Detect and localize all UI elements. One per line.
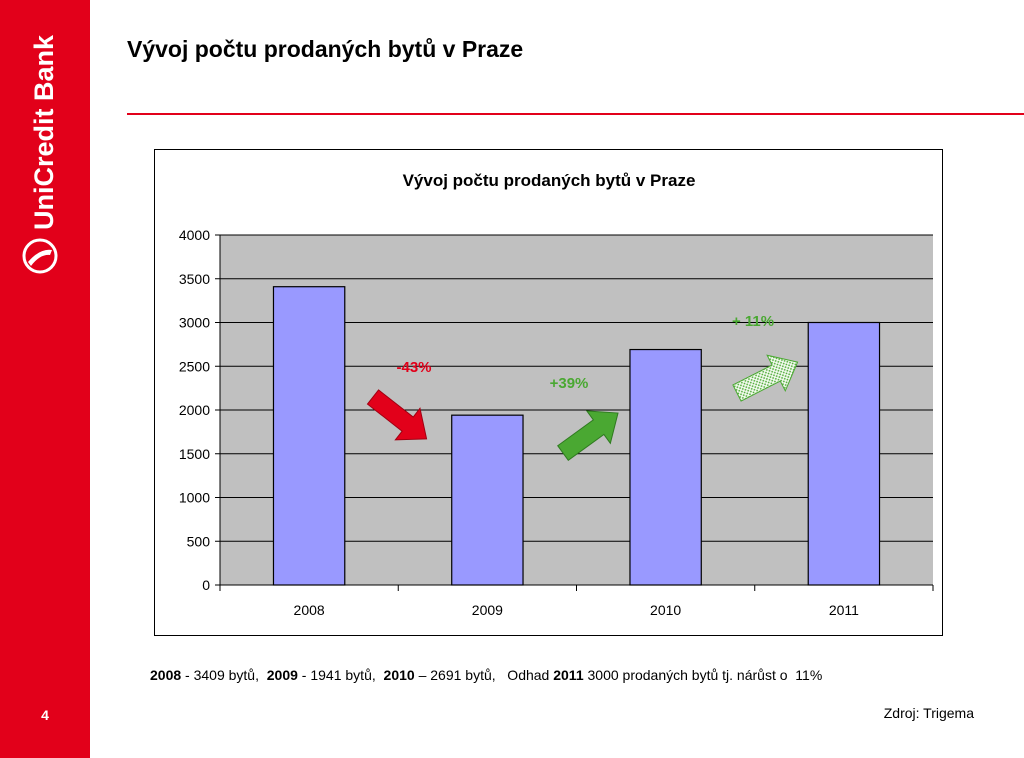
x-tick-label: 2010 bbox=[650, 602, 681, 618]
x-tick-label: 2008 bbox=[294, 602, 325, 618]
y-tick-label: 4000 bbox=[179, 227, 210, 243]
svg-text:UniCredit Bank: UniCredit Bank bbox=[29, 34, 59, 230]
summary-text-2009: - 1941 bytů, bbox=[297, 667, 384, 683]
summary-line: 2008 - 3409 bytů, 2009 - 1941 bytů, 2010… bbox=[150, 667, 822, 683]
summary-year-2008: 2008 bbox=[150, 667, 182, 683]
change-arrow-icon bbox=[366, 389, 428, 441]
x-tick-label: 2011 bbox=[829, 602, 859, 618]
y-tick-label: 0 bbox=[202, 577, 210, 593]
change-arrow-icon bbox=[732, 354, 799, 402]
change-label: -43% bbox=[396, 359, 431, 376]
bar-2011 bbox=[807, 321, 881, 586]
chart-frame: Vývoj počtu prodaných bytů v Praze 0 500 1… bbox=[154, 149, 943, 636]
change-arrow-icon bbox=[557, 410, 619, 461]
summary-year-2010: 2010 bbox=[383, 667, 415, 683]
title-divider bbox=[127, 113, 1024, 115]
source-note: Zdroj: Trigema bbox=[883, 705, 974, 721]
summary-year-2011: 2011 bbox=[553, 667, 584, 683]
y-tick-label: 2000 bbox=[179, 402, 210, 418]
chart-plot: 0 500 1000 1500 2000 2500 3000 3500 4000 2008 2009… bbox=[179, 227, 934, 618]
bar-chart: Vývoj počtu prodaných bytů v Praze 0 500 1… bbox=[179, 171, 934, 618]
change-label: + 11% bbox=[732, 313, 774, 330]
bar-2009 bbox=[451, 414, 524, 586]
y-tick-label: 3500 bbox=[179, 271, 210, 287]
summary-text-2008: - 3409 bytů, bbox=[181, 667, 267, 683]
chart-title: Vývoj počtu prodaných bytů v Praze bbox=[403, 171, 696, 190]
summary-year-2009: 2009 bbox=[266, 667, 298, 683]
page-number: 4 bbox=[41, 707, 49, 723]
y-tick-label: 2500 bbox=[179, 358, 210, 374]
bar-2010 bbox=[629, 348, 702, 586]
x-tick-label: 2009 bbox=[472, 602, 503, 618]
y-tick-label: 1000 bbox=[179, 490, 210, 506]
y-tick-label: 500 bbox=[187, 533, 211, 549]
unicredit-logo: UniCredit Bank bbox=[22, 34, 59, 274]
brand-sidebar: UniCredit Bank 4 bbox=[0, 0, 90, 758]
page-title: Vývoj počtu prodaných bytů v Praze bbox=[127, 36, 524, 62]
change-label: +39% bbox=[550, 375, 589, 392]
summary-text-2011: 3000 prodaných bytů tj. nárůst o 11% bbox=[583, 667, 823, 683]
y-tick-label: 3000 bbox=[179, 315, 210, 331]
bar-2008 bbox=[272, 286, 346, 586]
y-tick-label: 1500 bbox=[179, 446, 210, 462]
summary-text-2010: – 2691 bytů, Odhad bbox=[414, 667, 554, 683]
